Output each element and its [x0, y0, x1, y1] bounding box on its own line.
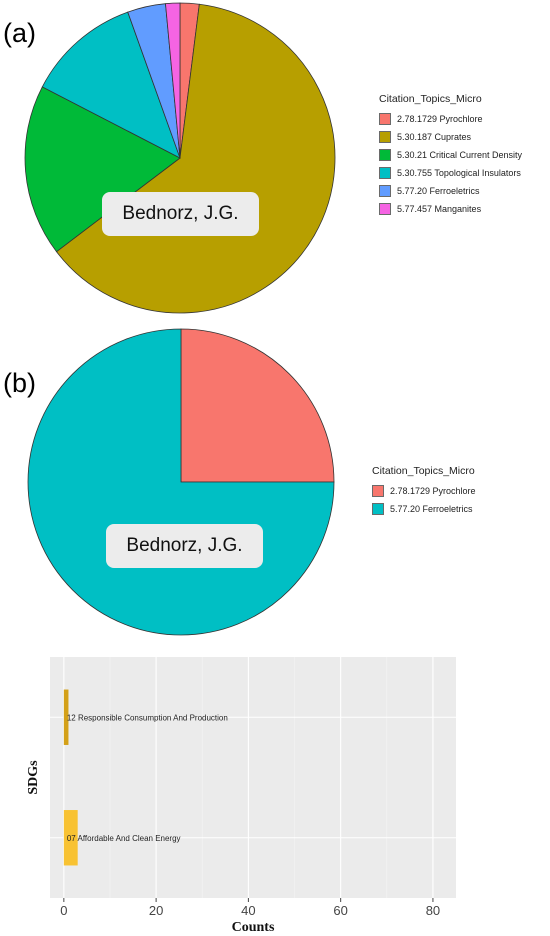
pie-a-legend-label: 5.30.21 Critical Current Density: [397, 150, 523, 160]
pie-a-legend-item: 5.30.21 Critical Current Density: [379, 146, 522, 164]
pie-a-legend-key: [379, 167, 391, 179]
legend-a-title: Citation_Topics_Micro: [379, 93, 482, 105]
pie-b-legend-key: [372, 485, 384, 497]
bar: [63, 810, 78, 866]
pie-a-legend-item: 2.78.1729 Pyrochlore: [379, 110, 522, 128]
legend-a: Citation_Topics_Micro 2.78.1729 Pyrochlo…: [379, 93, 522, 218]
pie-b-legend-item: 2.78.1729 Pyrochlore: [372, 482, 476, 500]
pie-a-legend-key: [379, 131, 391, 143]
pie-a-legend-item: 5.77.20 Ferroeletrics: [379, 182, 522, 200]
x-tick-label: 20: [149, 903, 163, 918]
bar-label: 07 Affordable And Clean Energy: [67, 834, 181, 843]
pie-a-legend-item: 5.77.457 Manganites: [379, 200, 522, 218]
panel-a-tag: (a): [3, 18, 36, 48]
plot-background: [50, 657, 456, 898]
x-tick-label: 60: [333, 903, 347, 918]
pie-b-slice-0: [180, 328, 335, 483]
sdg-bar-chart: 0 20 40 60 80 12 Responsible Consumption And …: [26, 657, 456, 935]
pie-a-legend-item: 5.30.187 Cuprates: [379, 128, 522, 146]
pie-a-legend-label: 5.30.755 Topological Insulators: [397, 168, 521, 178]
pie-b-legend-item: 5.77.20 Ferroeletrics: [372, 500, 476, 518]
pie-a-legend-key: [379, 149, 391, 161]
pie-a-legend-label: 5.30.187 Cuprates: [397, 132, 472, 142]
pie-a-center-label: Bednorz, J.G.: [102, 192, 259, 236]
pie-a-legend-item: 5.30.755 Topological Insulators: [379, 164, 522, 182]
legend-b-title: Citation_Topics_Micro: [372, 465, 475, 477]
pie-a-slice-2: [24, 86, 181, 253]
bar-label: 12 Responsible Consumption And Productio…: [67, 713, 228, 722]
x-tick-label: 80: [426, 903, 440, 918]
pie-a-legend-key: [379, 185, 391, 197]
pie-a-legend-key: [379, 113, 391, 125]
pie-a-legend-label: 5.77.457 Manganites: [397, 204, 482, 214]
x-tick-label: 0: [60, 903, 67, 918]
pie-b-legend-key: [372, 503, 384, 515]
pie-a-legend-key: [379, 203, 391, 215]
pie-a-legend-label: 2.78.1729 Pyrochlore: [397, 114, 483, 124]
pie-a-legend-label: 5.77.20 Ferroeletrics: [397, 186, 480, 196]
panel-b-tag: (b): [3, 368, 36, 398]
pie-b-legend-label: 2.78.1729 Pyrochlore: [390, 486, 476, 496]
bar: [63, 689, 69, 745]
x-tick-label: 40: [241, 903, 255, 918]
y-axis-title: SDGs: [26, 760, 41, 795]
pie-b-legend-label: 5.77.20 Ferroeletrics: [390, 504, 473, 514]
legend-b: Citation_Topics_Micro 2.78.1729 Pyrochlo…: [372, 465, 476, 518]
pie-a-slice-3: [41, 11, 181, 159]
pie-b-center-label: Bednorz, J.G.: [106, 524, 263, 568]
pie-a-slice-5: [165, 2, 181, 159]
x-axis-title: Counts: [232, 920, 275, 935]
